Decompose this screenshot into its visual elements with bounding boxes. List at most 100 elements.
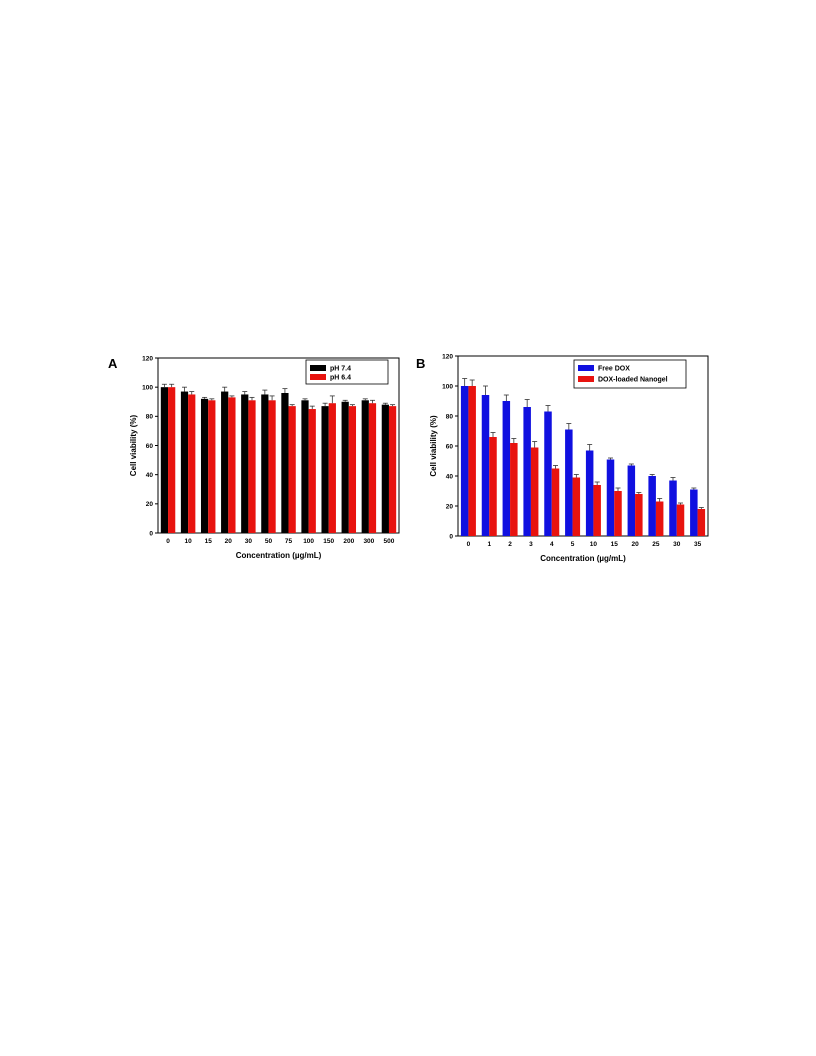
chart-b-xtick-label: 0 [467, 541, 471, 548]
chart-b-xtick-label: 35 [694, 541, 702, 548]
chart-b-bar-1 [489, 437, 497, 536]
chart-a-xtick-label: 20 [225, 538, 233, 545]
chart-b-bar-0 [627, 465, 636, 536]
chart-b-xtick-label: 25 [652, 541, 660, 548]
chart-b-bar-0 [565, 429, 573, 536]
chart-a-legend-swatch [310, 365, 326, 371]
chart-a-ytick-label: 120 [142, 355, 153, 362]
chart-a-bar-1 [268, 400, 276, 533]
chart-b-x-axis-label: Concentration (µg/mL) [540, 554, 626, 563]
chart-a-bar-0 [301, 400, 309, 533]
chart-a-bar-1 [388, 406, 397, 533]
chart-a-ytick-label: 100 [142, 384, 153, 391]
chart-b-bar-1 [697, 509, 706, 536]
chart-a-y-axis-label: Cell viability (%) [129, 414, 138, 476]
chart-a-panel-label: A [108, 356, 118, 371]
chart-a-xtick-label: 500 [384, 538, 395, 545]
chart-a-legend-label: pH 7.4 [330, 366, 351, 373]
chart-b-xtick-label: 20 [631, 541, 639, 548]
chart-a-bar-0 [361, 400, 369, 533]
chart-b-ytick-label: 60 [446, 443, 454, 450]
chart-a-ytick-label: 20 [146, 501, 154, 508]
chart-a-bar-1 [368, 403, 377, 533]
chart-a-bar-1 [208, 400, 216, 533]
chart-a-bar-0 [281, 393, 289, 533]
chart-a-bar-0 [241, 394, 249, 533]
chart-b-bar-0 [460, 386, 469, 536]
chart-panel-b: B 0 20 40 60 80 100 120 0 1 2 3 4 5 10 15 20 25 30 35 Concen… [408, 348, 713, 578]
chart-b-bar-1 [614, 491, 622, 536]
chart-b-bar-0 [544, 411, 552, 536]
chart-b-xtick-label: 30 [673, 541, 681, 548]
chart-b-bar-1 [510, 443, 518, 536]
chart-panel-a: A 0 20 40 60 80 100 120 0 10 15 20 30 50 75 100 150 200 30… [100, 348, 405, 578]
chart-b-ytick-label: 20 [446, 503, 454, 510]
chart-b-xtick-label: 2 [508, 541, 512, 548]
chart-a-bar-0 [321, 406, 329, 533]
chart-a-bar-0 [200, 398, 209, 533]
chart-b-xtick-label: 10 [590, 541, 598, 548]
chart-a-xtick-label: 300 [363, 538, 374, 545]
chart-b-legend-box [573, 359, 687, 389]
chart-b-legend-label: Free DOX [598, 366, 630, 373]
chart-a-xtick-label: 150 [323, 538, 334, 545]
chart-a-bar-0 [180, 391, 189, 533]
chart-b-xtick-label: 3 [529, 541, 533, 548]
chart-a-bar-1 [288, 406, 296, 533]
chart-a-bar-1 [168, 387, 176, 533]
chart-b-bar-1 [572, 477, 581, 536]
chart-a-xtick-label: 50 [265, 538, 273, 545]
chart-b-xtick-label: 5 [571, 541, 575, 548]
chart-a-bar-1 [328, 403, 336, 533]
chart-a-bar-1 [248, 400, 256, 533]
chart-a-bar-0 [221, 391, 229, 533]
chart-b-legend-swatch [578, 376, 594, 382]
chart-a-bar-1 [188, 394, 196, 533]
chart-a-xtick-label: 75 [285, 538, 293, 545]
chart-a-xtick-label: 0 [166, 538, 170, 545]
chart-b-legend: Free DOX DOX-loaded Nanogel [573, 359, 687, 389]
chart-b-bar-0 [502, 401, 511, 536]
chart-b-ytick-label: 0 [449, 533, 453, 540]
chart-b-y-axis-label: Cell viability (%) [429, 415, 438, 477]
chart-a-ytick-label: 80 [146, 414, 154, 421]
chart-b-panel-label: B [416, 356, 425, 371]
chart-b-bar-1 [551, 468, 560, 536]
chart-a-legend-label: pH 6.4 [330, 375, 351, 382]
chart-a-ytick-label: 60 [146, 443, 154, 450]
chart-b-xtick-label: 15 [611, 541, 619, 548]
chart-b-bar-1 [676, 504, 685, 536]
chart-a-xtick-label: 200 [343, 538, 354, 545]
chart-b-ytick-label: 120 [442, 353, 453, 360]
chart-b-bar-0 [648, 476, 656, 536]
chart-a-xtick-label: 10 [185, 538, 193, 545]
chart-a-bar-0 [381, 404, 389, 533]
chart-a-x-axis-label: Concentration (µg/mL) [236, 551, 322, 560]
chart-a-bar-0 [261, 394, 269, 533]
chart-b-bar-1 [593, 485, 601, 536]
chart-a-legend-swatch [310, 374, 326, 380]
chart-b-bar-0 [481, 395, 490, 536]
chart-b-bar-0 [606, 459, 615, 536]
chart-b-bar-0 [690, 489, 698, 536]
chart-a-legend: pH 7.4 pH 6.4 [305, 359, 389, 385]
chart-a-bar-1 [348, 406, 357, 533]
chart-b-ytick-label: 40 [446, 473, 454, 480]
chart-b-legend-swatch [578, 365, 594, 371]
chart-b-bar-0 [523, 407, 531, 536]
chart-b-xtick-label: 1 [487, 541, 491, 548]
chart-a-bar-0 [341, 401, 349, 533]
chart-a-bar-1 [228, 397, 236, 533]
chart-b-bar-1 [635, 494, 643, 536]
chart-b-xtick-label: 4 [550, 541, 554, 548]
chart-a-ytick-label: 40 [146, 472, 154, 479]
chart-b-bar-0 [585, 450, 594, 536]
chart-a-xtick-label: 30 [245, 538, 253, 545]
chart-b-ytick-label: 80 [446, 413, 454, 420]
chart-a-bar-0 [160, 387, 169, 533]
chart-a-xtick-label: 15 [205, 538, 213, 545]
chart-a-xtick-label: 100 [303, 538, 314, 545]
chart-b-svg: B 0 20 40 60 80 100 120 0 1 2 3 4 5 10 15 20 25 30 35 Concen… [416, 353, 709, 563]
chart-a-bar-1 [308, 409, 316, 533]
chart-a-svg: A 0 20 40 60 80 100 120 0 10 15 20 30 50 75 100 150 200 30… [108, 355, 400, 560]
